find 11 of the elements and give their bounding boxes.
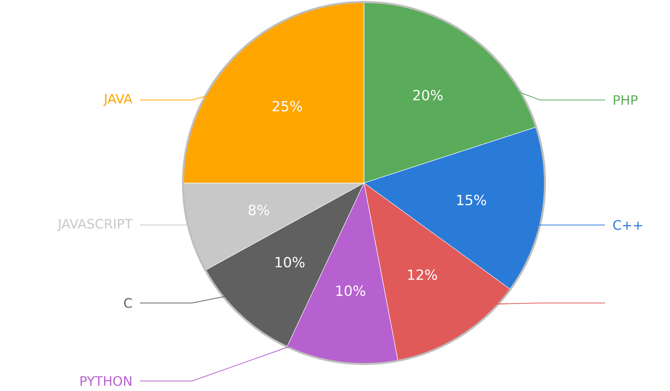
data-label: 20%	[413, 90, 443, 100]
slice-label: PYTHON	[80, 376, 132, 386]
data-label: 25%	[272, 100, 302, 112]
slice-label: JAVA	[103, 94, 132, 106]
slice-label: C	[124, 298, 132, 308]
data-label: 10%	[276, 256, 304, 268]
slice-label: PHP	[614, 95, 638, 105]
slice-label: C++	[613, 220, 642, 230]
data-label: 12%	[408, 269, 437, 280]
data-label: 15%	[457, 194, 486, 206]
data-label: 10%	[336, 285, 366, 296]
